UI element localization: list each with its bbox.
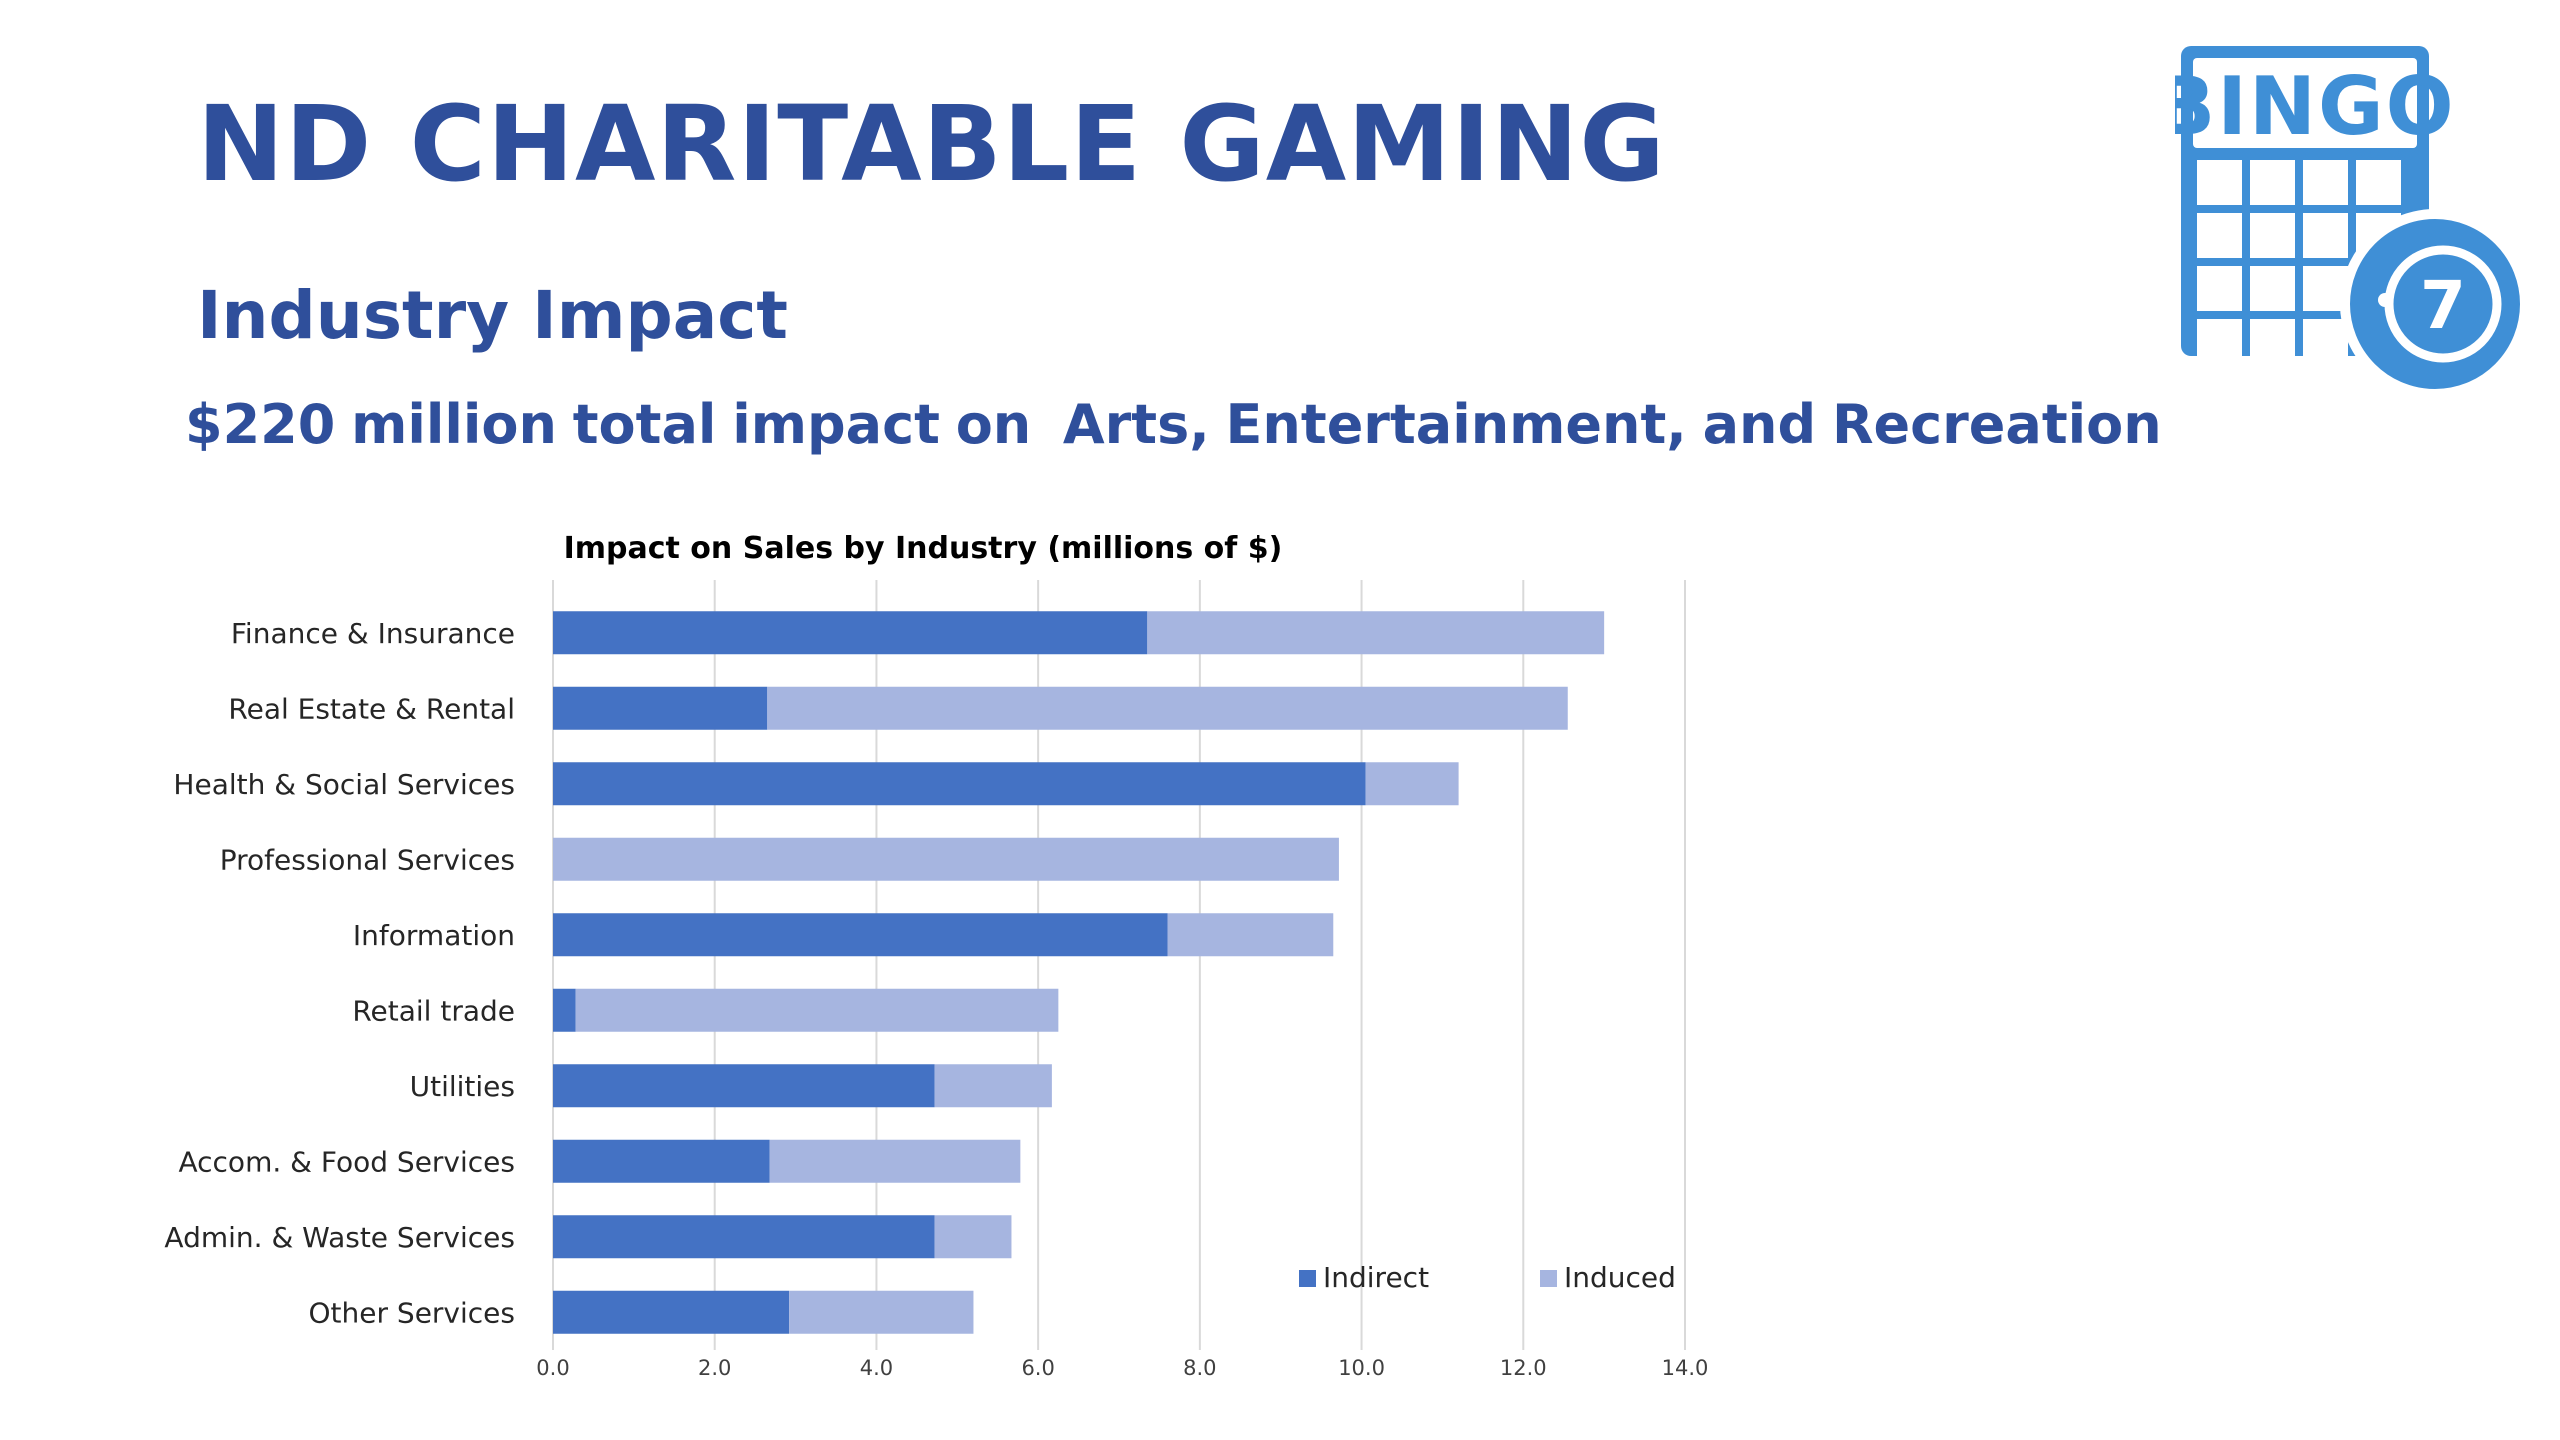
bingo-grid-cell xyxy=(2303,213,2348,258)
bar-induced xyxy=(767,686,1568,730)
bar-indirect xyxy=(553,1215,935,1259)
x-tick-label: 10.0 xyxy=(1338,1356,1385,1380)
bar-indirect xyxy=(553,988,576,1032)
bingo-grid-cell xyxy=(2250,160,2295,205)
bingo-grid-cell xyxy=(2356,160,2401,205)
bar-induced xyxy=(1147,611,1605,655)
bingo-grid-cell xyxy=(2303,319,2348,364)
bingo-card-icon: BINGO 7 xyxy=(2154,38,2535,402)
bingo-grid-cell xyxy=(2197,266,2242,311)
bar-induced xyxy=(1365,762,1459,806)
bar-indirect xyxy=(553,913,1168,957)
bingo-grid-cell xyxy=(2250,266,2295,311)
bingo-grid-cell xyxy=(2197,160,2242,205)
legend-label-indirect: Indirect xyxy=(1323,1261,1429,1294)
legend-swatch-induced xyxy=(1540,1270,1557,1287)
x-tick-label: 12.0 xyxy=(1500,1356,1547,1380)
category-label: Real Estate & Rental xyxy=(228,692,515,725)
x-tick-label: 2.0 xyxy=(698,1356,731,1380)
x-tick-label: 6.0 xyxy=(1021,1356,1054,1380)
bingo-ball-dot xyxy=(2378,293,2392,307)
x-tick-label: 4.0 xyxy=(860,1356,893,1380)
category-label: Admin. & Waste Services xyxy=(164,1221,515,1254)
bar-induced xyxy=(575,988,1059,1032)
impact-tagline: $220 million total impact on Arts, Enter… xyxy=(185,393,2162,456)
bingo-card-header xyxy=(2193,58,2417,148)
category-label: Other Services xyxy=(309,1296,515,1329)
category-label: Retail trade xyxy=(352,994,515,1027)
bar-indirect xyxy=(553,762,1366,806)
x-tick-label: 8.0 xyxy=(1183,1356,1216,1380)
bar-induced xyxy=(1167,913,1334,957)
slide-title: ND CHARITABLE GAMING xyxy=(197,83,1666,205)
legend-label-induced: Induced xyxy=(1564,1261,1676,1294)
bingo-grid-cell xyxy=(2303,160,2348,205)
bar-indirect xyxy=(553,686,768,730)
legend-swatch-indirect xyxy=(1299,1270,1316,1287)
category-label: Health & Social Services xyxy=(173,768,515,801)
x-tick-label: 14.0 xyxy=(1662,1356,1709,1380)
bar-indirect xyxy=(553,611,1148,655)
bingo-ball-number: 7 xyxy=(2420,267,2466,344)
impact-bar-chart: Impact on Sales by Industry (millions of… xyxy=(164,531,1709,1380)
bingo-grid-cell xyxy=(2250,213,2295,258)
chart-title: Impact on Sales by Industry (millions of… xyxy=(564,531,1283,566)
bar-induced xyxy=(769,1139,1021,1183)
category-label: Finance & Insurance xyxy=(231,617,515,650)
bar-indirect xyxy=(553,1139,770,1183)
bar-induced xyxy=(789,1290,974,1334)
slide-subtitle: Industry Impact xyxy=(197,277,788,354)
bingo-logo-graphic: BINGO 7 xyxy=(2154,46,2530,399)
category-label: Utilities xyxy=(410,1070,515,1103)
bar-induced xyxy=(934,1064,1052,1108)
category-label: Professional Services xyxy=(220,843,515,876)
bingo-grid-cell xyxy=(2197,319,2242,364)
category-label: Information xyxy=(353,919,515,952)
bingo-grid-cell xyxy=(2197,213,2242,258)
category-label: Accom. & Food Services xyxy=(178,1145,515,1178)
bar-induced xyxy=(934,1215,1012,1259)
bar-induced xyxy=(553,837,1339,881)
bar-indirect xyxy=(553,1290,790,1334)
x-tick-label: 0.0 xyxy=(536,1356,569,1380)
bingo-grid-cell xyxy=(2250,319,2295,364)
bingo-logo-text: BINGO xyxy=(2175,60,2456,153)
bar-indirect xyxy=(553,1064,935,1108)
